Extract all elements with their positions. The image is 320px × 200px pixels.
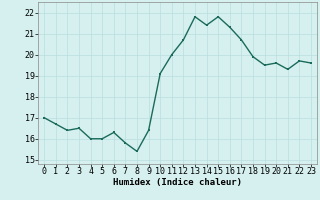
X-axis label: Humidex (Indice chaleur): Humidex (Indice chaleur) bbox=[113, 178, 242, 187]
